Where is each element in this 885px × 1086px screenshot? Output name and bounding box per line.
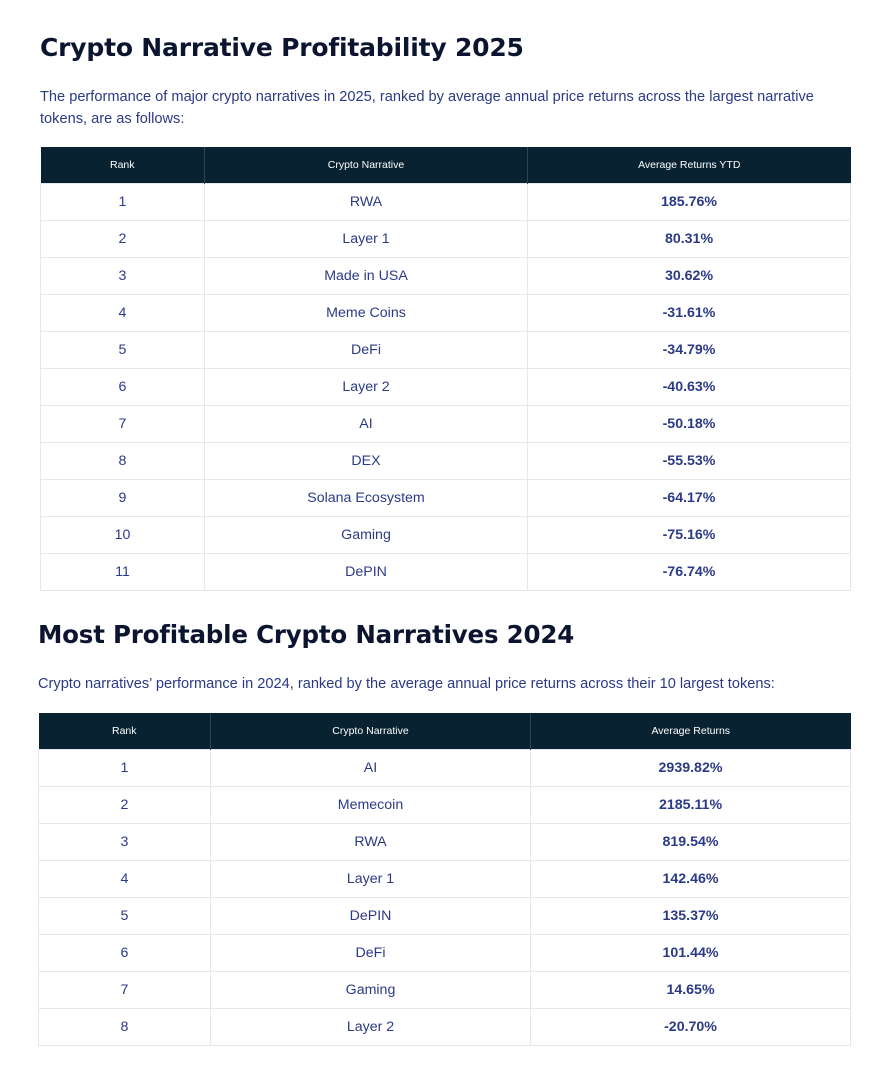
table-body-2024: 1 AI 2939.82% 2 Memecoin 2185.11% 3 RWA 819.54% 4… bbox=[38, 749, 851, 1046]
rank-cell: 2 bbox=[38, 786, 211, 824]
returns-cell: -50.18% bbox=[527, 405, 851, 443]
page-title-2024: Most Profitable Crypto Narratives 2024 bbox=[38, 620, 575, 649]
returns-cell: 80.31% bbox=[527, 220, 851, 258]
rank-cell: 1 bbox=[38, 749, 211, 787]
returns-cell: 2185.11% bbox=[530, 786, 851, 824]
rank-cell: 2 bbox=[40, 220, 205, 258]
narrative-cell: Gaming bbox=[204, 516, 528, 554]
header-returns: Average Returns bbox=[651, 725, 731, 737]
narrative-cell: Memecoin bbox=[210, 786, 531, 824]
table-row: 2 Layer 1 80.31% bbox=[40, 220, 851, 258]
rank-cell: 8 bbox=[38, 1008, 211, 1046]
table-row: 5 DeFi -34.79% bbox=[40, 331, 851, 369]
rank-cell: 8 bbox=[40, 442, 205, 480]
intro-2024: Crypto narratives’ performance in 2024, … bbox=[38, 676, 775, 692]
header-narrative: Crypto Narrative bbox=[210, 713, 531, 750]
narrative-cell: AI bbox=[210, 749, 531, 787]
narrative-cell: Gaming bbox=[210, 971, 531, 1009]
rank-cell: 10 bbox=[40, 516, 205, 554]
table-row: 4 Layer 1 142.46% bbox=[38, 860, 851, 898]
table-row: 4 Meme Coins -31.61% bbox=[40, 294, 851, 332]
narrative-cell: RWA bbox=[210, 823, 531, 861]
header-returns: Average Returns YTD bbox=[638, 159, 741, 171]
table-row: 8 Layer 2 -20.70% bbox=[38, 1008, 851, 1046]
table-row: 10 Gaming -75.16% bbox=[40, 516, 851, 554]
table-row: 3 RWA 819.54% bbox=[38, 823, 851, 861]
narrative-cell: AI bbox=[204, 405, 528, 443]
rank-cell: 11 bbox=[40, 553, 205, 591]
intro-2025: The performance of major crypto narrativ… bbox=[40, 89, 814, 127]
narrative-cell: DEX bbox=[204, 442, 528, 480]
rank-cell: 6 bbox=[40, 368, 205, 406]
section-2025: Crypto Narrative Profitability 2025 The … bbox=[40, 30, 851, 591]
table-row: 2 Memecoin 2185.11% bbox=[38, 786, 851, 824]
returns-cell: 30.62% bbox=[527, 257, 851, 295]
returns-cell: -64.17% bbox=[527, 479, 851, 517]
returns-cell: -76.74% bbox=[527, 553, 851, 591]
narrative-cell: DeFi bbox=[204, 331, 528, 369]
rank-cell: 3 bbox=[40, 257, 205, 295]
narrative-cell: RWA bbox=[204, 183, 528, 221]
rank-cell: 7 bbox=[40, 405, 205, 443]
returns-cell: 142.46% bbox=[530, 860, 851, 898]
narrative-cell: Layer 2 bbox=[204, 368, 528, 406]
rank-cell: 6 bbox=[38, 934, 211, 972]
narrative-cell: Solana Ecosystem bbox=[204, 479, 528, 517]
table-row: 8 DEX -55.53% bbox=[40, 442, 851, 480]
table-2025: Rank Crypto Narrative Average Returns YT… bbox=[40, 147, 851, 591]
table-row: 5 DePIN 135.37% bbox=[38, 897, 851, 935]
table-row: 11 DePIN -76.74% bbox=[40, 553, 851, 591]
narrative-cell: Layer 1 bbox=[204, 220, 528, 258]
returns-cell: -20.70% bbox=[530, 1008, 851, 1046]
narrative-cell: DePIN bbox=[210, 897, 531, 935]
table-header-2025: Rank Crypto Narrative Average Returns YT… bbox=[40, 147, 851, 184]
returns-cell: 135.37% bbox=[530, 897, 851, 935]
page-title-2025: Crypto Narrative Profitability 2025 bbox=[40, 33, 524, 62]
returns-cell: 819.54% bbox=[530, 823, 851, 861]
returns-cell: 185.76% bbox=[527, 183, 851, 221]
table-row: 7 Gaming 14.65% bbox=[38, 971, 851, 1009]
narrative-cell: Meme Coins bbox=[204, 294, 528, 332]
table-row: 6 Layer 2 -40.63% bbox=[40, 368, 851, 406]
returns-cell: -40.63% bbox=[527, 368, 851, 406]
table-row: 1 RWA 185.76% bbox=[40, 183, 851, 221]
rank-cell: 5 bbox=[40, 331, 205, 369]
table-row: 9 Solana Ecosystem -64.17% bbox=[40, 479, 851, 517]
returns-cell: -31.61% bbox=[527, 294, 851, 332]
narrative-cell: Layer 1 bbox=[210, 860, 531, 898]
returns-cell: -34.79% bbox=[527, 331, 851, 369]
returns-cell: -75.16% bbox=[527, 516, 851, 554]
returns-cell: 101.44% bbox=[530, 934, 851, 972]
table-row: 1 AI 2939.82% bbox=[38, 749, 851, 787]
rank-cell: 1 bbox=[40, 183, 205, 221]
narrative-cell: Layer 2 bbox=[210, 1008, 531, 1046]
rank-cell: 9 bbox=[40, 479, 205, 517]
table-row: 3 Made in USA 30.62% bbox=[40, 257, 851, 295]
header-rank: Rank bbox=[38, 713, 211, 750]
returns-cell: 14.65% bbox=[530, 971, 851, 1009]
table-body-2025: 1 RWA 185.76% 2 Layer 1 80.31% 3 Made in USA 30.… bbox=[40, 183, 851, 591]
returns-cell: -55.53% bbox=[527, 442, 851, 480]
table-row: 6 DeFi 101.44% bbox=[38, 934, 851, 972]
table-row: 7 AI -50.18% bbox=[40, 405, 851, 443]
rank-cell: 4 bbox=[38, 860, 211, 898]
rank-cell: 5 bbox=[38, 897, 211, 935]
rank-cell: 3 bbox=[38, 823, 211, 861]
section-2024: Most Profitable Crypto Narratives 2024 C… bbox=[38, 617, 851, 1046]
table-header-2024: Rank Crypto Narrative Average Returns bbox=[38, 713, 851, 750]
header-narrative: Crypto Narrative bbox=[204, 147, 528, 184]
rank-cell: 7 bbox=[38, 971, 211, 1009]
returns-cell: 2939.82% bbox=[530, 749, 851, 787]
narrative-cell: DePIN bbox=[204, 553, 528, 591]
header-rank: Rank bbox=[40, 147, 205, 184]
narrative-cell: Made in USA bbox=[204, 257, 528, 295]
rank-cell: 4 bbox=[40, 294, 205, 332]
narrative-cell: DeFi bbox=[210, 934, 531, 972]
